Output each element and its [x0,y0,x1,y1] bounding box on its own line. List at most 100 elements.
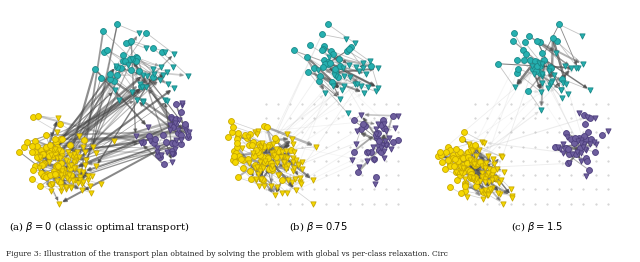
Point [244,161,255,165]
Point [54,201,65,206]
Point [324,55,335,59]
Point [461,161,472,165]
Point [536,90,547,94]
Point [331,74,341,79]
Point [148,75,158,79]
Point [554,22,564,26]
Point [159,162,169,167]
Point [532,39,542,43]
Point [45,189,56,193]
Point [535,71,545,75]
Point [268,166,278,170]
Point [260,159,271,163]
Point [484,167,494,171]
Point [123,63,133,67]
Point [111,64,121,68]
Point [266,184,276,188]
Point [269,153,279,157]
Point [443,145,453,149]
Point [543,86,553,90]
Point [570,136,580,140]
Point [88,145,98,149]
Point [294,176,305,180]
Point [32,155,42,159]
Point [176,142,186,146]
Point [376,150,387,154]
Point [49,169,60,173]
Point [465,158,475,162]
Point [167,160,177,164]
Point [350,41,360,45]
Point [158,133,168,137]
Point [72,150,82,154]
Point [36,148,46,152]
Point [269,150,279,155]
Point [318,66,328,70]
Point [52,171,62,175]
Point [77,180,88,184]
Point [176,110,186,114]
Point [78,170,88,174]
Point [242,135,252,140]
Point [567,152,577,156]
Point [35,184,45,188]
Point [109,79,119,83]
Point [170,141,180,145]
Point [182,74,193,78]
Point [50,147,60,151]
Point [335,96,345,101]
Point [287,137,297,141]
Point [584,168,594,172]
Point [275,148,285,152]
Point [484,187,495,191]
Point [267,151,277,155]
Point [127,90,137,94]
Point [112,22,122,26]
Point [480,192,490,196]
Point [506,187,516,191]
Point [61,158,71,162]
Point [532,64,542,68]
Point [63,173,74,177]
Point [451,170,461,174]
Point [463,168,473,172]
Point [381,142,391,146]
Point [65,162,76,167]
Point [368,145,378,150]
Point [369,157,380,162]
Point [49,150,60,154]
Point [524,34,534,38]
Point [372,122,383,127]
Point [346,45,356,50]
Point [378,118,388,122]
Point [250,130,260,134]
Point [254,148,264,152]
Point [296,182,306,187]
Point [289,150,300,154]
Point [248,140,258,144]
Point [362,159,372,163]
Point [127,57,137,61]
Point [451,157,461,161]
Point [148,67,158,71]
Point [556,88,566,92]
Point [465,171,476,176]
Point [180,124,190,128]
Point [267,164,277,168]
Point [441,150,451,154]
Point [480,163,490,167]
Point [371,133,381,137]
Point [52,179,62,183]
Point [328,52,338,57]
Point [557,77,568,81]
Point [352,129,362,133]
Point [579,142,589,146]
Point [52,163,62,167]
Point [440,167,450,171]
Point [563,92,573,96]
Point [495,192,505,196]
Point [474,148,484,152]
Point [454,150,465,154]
Point [73,181,83,185]
Point [253,184,264,188]
